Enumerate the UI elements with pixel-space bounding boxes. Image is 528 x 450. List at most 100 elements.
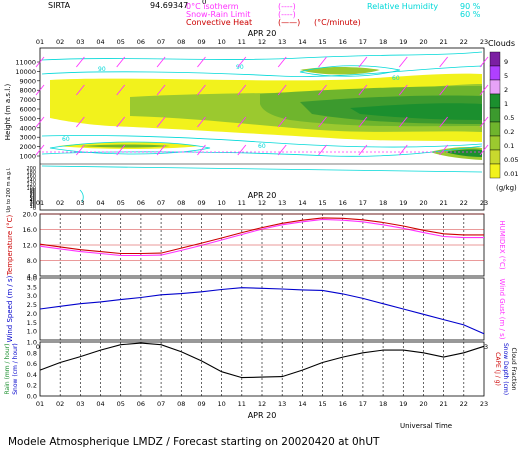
colorbar-label: 0.5	[504, 114, 514, 122]
wind-arrow	[197, 84, 206, 96]
wind-ytick: 1.0	[27, 328, 37, 336]
wind-ytick: 4.0	[27, 275, 37, 283]
clouds-hour-label: 03	[76, 199, 84, 207]
colorbar-title: Clouds	[488, 39, 515, 48]
bottom-hour-label: 22	[460, 400, 468, 408]
clouds-hour-label: 05	[117, 199, 125, 207]
top-hour-label: 20	[419, 38, 427, 46]
height-tick-label: 10000	[15, 68, 36, 76]
temperature-ytick: 4.0	[27, 273, 37, 281]
wind-arrow	[197, 144, 206, 156]
snow-depth-ylabel: Snow Depth (cm)	[502, 343, 509, 395]
ground-tick-label: 80	[30, 190, 36, 196]
wind-arrow	[479, 84, 489, 96]
top-hour-label: 16	[339, 38, 347, 46]
colorbar-label: 1	[504, 100, 508, 108]
top-hour-label: 02	[56, 38, 64, 46]
clouds-hour-label: 16	[339, 199, 347, 207]
colorbar-label: 5	[504, 72, 508, 80]
wind-arrow	[237, 56, 247, 68]
wind-arrow	[358, 116, 368, 128]
wind-arrow	[237, 84, 247, 96]
ground-tick-label: 90	[30, 188, 36, 194]
wind-arrow	[116, 144, 126, 156]
clouds-hour-label: 22	[460, 199, 468, 207]
wind-arrow	[76, 56, 85, 68]
wind-panel: 1.01.52.02.53.03.5 4.0 Wind Speed (m / s) W…	[6, 275, 506, 343]
clouds-hour-label: 17	[359, 199, 367, 207]
height-tick-label: 6000	[19, 106, 36, 114]
colorbar-swatch	[489, 51, 501, 67]
top-hour-label: 09	[197, 38, 205, 46]
rain-ytick: 0.4	[27, 371, 37, 379]
wind-arrow	[398, 144, 408, 156]
clouds-hour-label: 13	[278, 199, 286, 207]
top-hour-label: 23	[480, 38, 488, 46]
wind-ylabel: Wind Speed (m / s)	[6, 275, 14, 342]
temperature-ytick: 12.0	[23, 242, 37, 250]
rh-contour	[299, 65, 401, 77]
rain-ytick: 1.0	[27, 339, 37, 347]
height-tick-label: 8000	[19, 87, 36, 95]
bottom-hour-label: 11	[238, 400, 246, 408]
ground-tick-label: 180	[26, 170, 36, 176]
contour-label: 90	[236, 64, 244, 71]
top-hour-label: 13	[278, 38, 286, 46]
date-label-mid: APR 20	[248, 191, 277, 200]
wind-arrow	[156, 56, 166, 68]
wind-ytick: 3.5	[27, 283, 37, 291]
bottom-hour-label: 12	[258, 400, 266, 408]
cloud-fraction-ylabel: Cloud Fraction	[510, 348, 517, 391]
wind-ytick: 3.0	[27, 292, 37, 300]
wind-arrow	[398, 84, 408, 96]
ground-tick-label: 10	[30, 204, 36, 210]
top-hour-label: 12	[258, 38, 266, 46]
wind-arrow	[479, 116, 489, 128]
wind-arrow	[35, 144, 45, 156]
contour-label: 60	[62, 136, 70, 143]
ground-tick-label: 30	[30, 200, 36, 206]
ground-tick-label: 20	[30, 202, 36, 208]
top-hour-label: 01	[36, 38, 44, 46]
top-hour-label: 08	[177, 38, 185, 46]
bottom-hour-label: 15	[318, 400, 326, 408]
wind-arrow	[156, 116, 166, 128]
wind-arrow	[156, 84, 166, 96]
ground-tick-label: 200	[26, 166, 36, 172]
wind-arrow	[237, 116, 247, 128]
colorbar-label: 2	[504, 86, 508, 94]
footer-title: Modele Atmospherique LMDZ / Forecast sta…	[8, 436, 380, 448]
cloud-layer-100	[350, 103, 482, 120]
clouds-hour-label: 06	[137, 199, 145, 207]
legend-label: Snow-Rain Limit	[186, 10, 250, 19]
colorbar-label: 9	[504, 58, 508, 66]
wind-arrow	[318, 116, 327, 128]
wind-arrow	[76, 144, 85, 156]
wind-arrow	[277, 56, 287, 68]
humidity-label: Relative Humidity	[367, 2, 438, 11]
humidity-value: 60 %	[460, 10, 481, 19]
bottom-hour-label: 23	[480, 400, 488, 408]
top-hour-label: 07	[157, 38, 165, 46]
wind-arrow	[318, 84, 327, 96]
rain-ytick: 0.6	[27, 360, 37, 368]
clouds-hour-label: 19	[399, 199, 407, 207]
ground-tick-label: 70	[30, 192, 36, 198]
height-tick-label: 3000	[19, 134, 36, 142]
bottom-hour-label: 21	[439, 400, 447, 408]
colorbar-label: 0.2	[504, 128, 514, 136]
height-tick-label: 1000	[19, 153, 36, 161]
top-hour-label: 18	[379, 38, 387, 46]
wind-series-line	[39, 287, 485, 335]
contour-label: 60	[392, 75, 400, 82]
colorbar-label: 0.1	[504, 142, 514, 150]
wind-arrow	[277, 116, 287, 128]
height-tick-label: 11000	[15, 59, 36, 67]
wind-arrow	[398, 56, 408, 68]
rh-contour	[49, 141, 211, 155]
colorbar-swatch	[489, 135, 501, 151]
clouds-hour-label: 09	[197, 199, 205, 207]
colorbar-swatch	[489, 79, 501, 95]
